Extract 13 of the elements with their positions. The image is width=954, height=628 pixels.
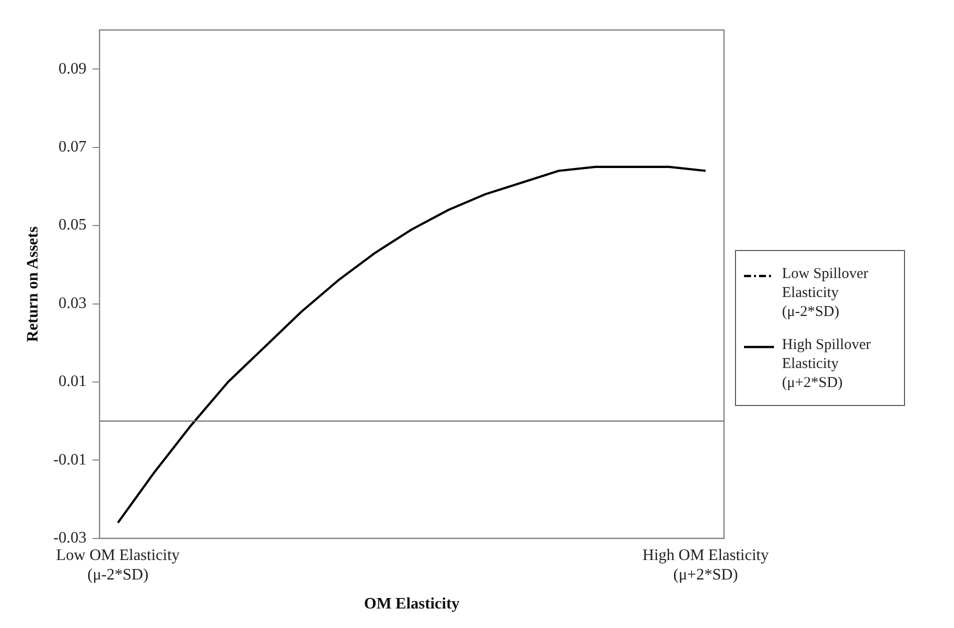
y-axis-title: Return on Assets <box>24 226 42 342</box>
y-tick-label: 0.03 <box>58 294 87 312</box>
x-axis-title: OM Elasticity <box>364 596 460 613</box>
legend-label: High Spillover Elasticity (μ+2*SD) <box>782 336 872 393</box>
y-tick-label: 0.01 <box>58 373 87 390</box>
y-tick-label: -0.03 <box>53 530 87 547</box>
legend-label: Low Spillover Elasticity (μ-2*SD) <box>782 265 870 322</box>
x-tick-label: High OM Elasticity (μ+2*SD) <box>642 547 769 584</box>
y-tick-label: 0.05 <box>58 216 87 234</box>
y-tick-label: -0.01 <box>53 451 87 468</box>
x-tick-label: Low OM Elasticity (μ-2*SD) <box>56 547 180 584</box>
y-tick-label: 0.07 <box>58 138 87 156</box>
y-tick-label: 0.09 <box>58 60 87 78</box>
